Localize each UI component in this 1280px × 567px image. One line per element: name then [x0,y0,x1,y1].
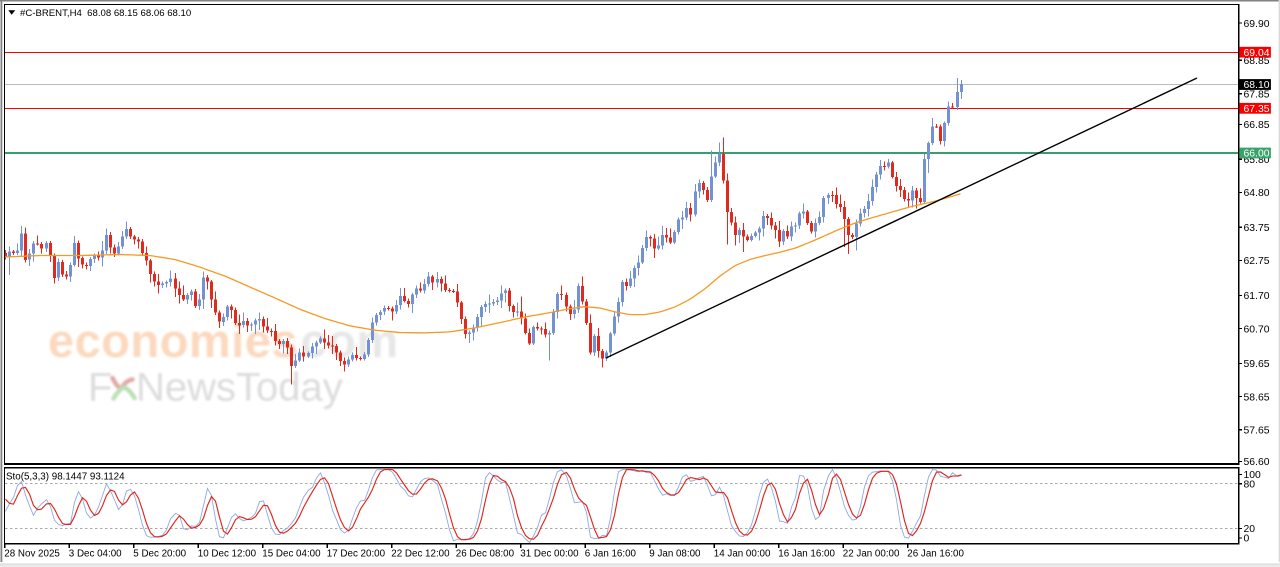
svg-text:5 Dec 20:00: 5 Dec 20:00 [133,549,186,560]
svg-text:64.80: 64.80 [1244,188,1270,199]
svg-text:65.80: 65.80 [1244,155,1270,166]
svg-text:28 Nov 2025: 28 Nov 2025 [4,549,60,560]
svg-text:60.70: 60.70 [1244,324,1270,335]
svg-text:17 Dec 20:00: 17 Dec 20:00 [327,549,386,560]
svg-text:.com: .com [287,314,399,367]
svg-text:56.60: 56.60 [1244,457,1270,468]
svg-text:16 Jan 16:00: 16 Jan 16:00 [778,549,835,560]
svg-text:14 Jan 00:00: 14 Jan 00:00 [714,549,771,560]
svg-text:6 Jan 16:00: 6 Jan 16:00 [585,549,637,560]
svg-text:62.75: 62.75 [1244,256,1270,267]
svg-text:61.70: 61.70 [1244,291,1270,302]
svg-text:80: 80 [1244,479,1256,490]
svg-text:20: 20 [1244,524,1256,535]
svg-text:58.65: 58.65 [1244,392,1270,403]
svg-text:NewsToday: NewsToday [136,366,343,410]
svg-text:22 Jan 00:00: 22 Jan 00:00 [843,549,900,560]
svg-text:26 Dec 08:00: 26 Dec 08:00 [456,549,515,560]
svg-text:67.35: 67.35 [1244,104,1270,115]
svg-text:22 Dec 12:00: 22 Dec 12:00 [391,549,450,560]
svg-text:31 Dec 00:00: 31 Dec 00:00 [520,549,579,560]
svg-text:Sto(5,3,3) 98.1447 93.1124: Sto(5,3,3) 98.1447 93.1124 [6,472,125,483]
svg-text:economies: economies [48,314,298,367]
svg-text:69.90: 69.90 [1244,19,1270,30]
svg-text:66.85: 66.85 [1244,120,1270,131]
svg-text:9 Jan 08:00: 9 Jan 08:00 [649,549,701,560]
svg-text:15 Dec 04:00: 15 Dec 04:00 [262,549,321,560]
svg-text:10 Dec 12:00: 10 Dec 12:00 [198,549,257,560]
svg-text:68.85: 68.85 [1244,56,1270,67]
svg-text:0: 0 [1244,534,1250,545]
svg-text:57.65: 57.65 [1244,426,1270,437]
svg-text:69.04: 69.04 [1244,48,1270,59]
svg-text:66.00: 66.00 [1244,149,1270,160]
svg-text:#C-BRENT,H4 68.08 68.15 68.06: #C-BRENT,H4 68.08 68.15 68.06 68.10 [20,8,191,19]
svg-text:63.75: 63.75 [1244,223,1270,234]
svg-text:26 Jan 16:00: 26 Jan 16:00 [907,549,964,560]
svg-text:100: 100 [1244,470,1262,481]
svg-text:59.65: 59.65 [1244,359,1270,370]
svg-text:68.10: 68.10 [1244,80,1270,91]
svg-text:F: F [88,366,112,410]
svg-text:3 Dec 04:00: 3 Dec 04:00 [69,549,122,560]
svg-text:67.85: 67.85 [1244,90,1270,101]
